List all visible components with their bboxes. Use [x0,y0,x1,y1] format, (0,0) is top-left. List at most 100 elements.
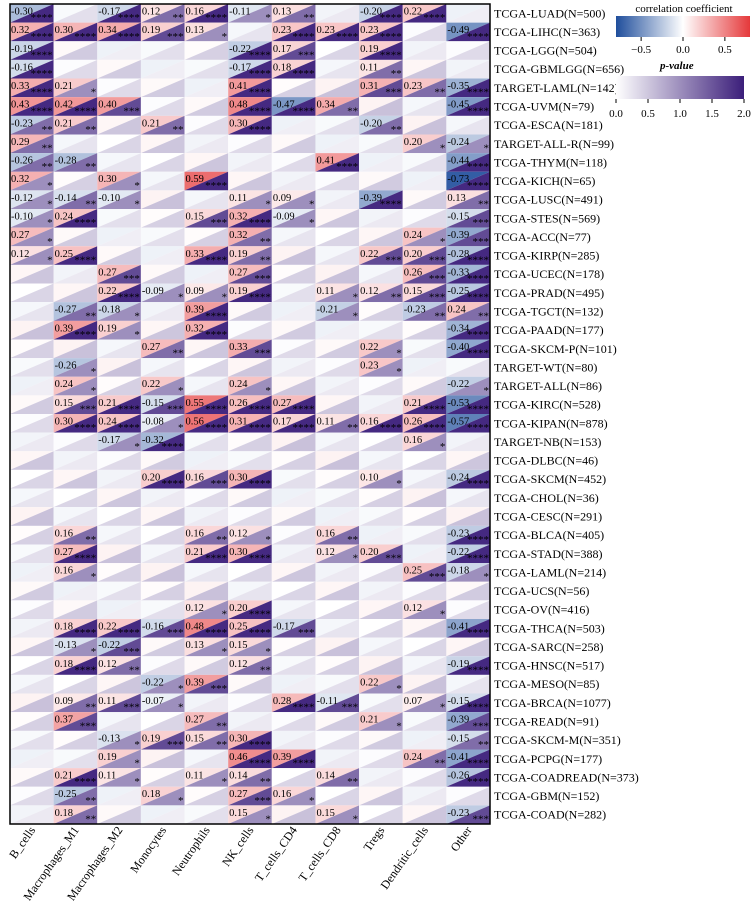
coef-label: 0.39 [55,323,73,334]
pvalue-triangle [184,264,229,284]
pvalue-triangle [271,469,316,489]
pvalue-triangle [140,115,185,135]
corr-triangle [184,209,229,228]
significance-label: **** [467,776,489,788]
significance-label: ** [434,87,445,99]
significance-label: **** [249,292,271,304]
corr-triangle [184,786,229,806]
row-label: TCGA-OV(N=416) [494,603,589,617]
corr-triangle [271,395,316,414]
significance-label: ** [347,105,358,117]
corr-triangle [140,525,185,545]
pvalue-triangle [446,115,490,135]
pvalue-triangle [315,619,360,638]
coef-label: -0.34 [447,323,470,334]
pvalue-triangle [446,246,490,265]
pvalue-triangle [140,507,185,526]
significance-label: **** [380,49,402,61]
corr-triangle [140,153,185,172]
coef-label: -0.21 [316,305,338,316]
significance-label: ** [85,534,96,546]
coef-label: 0.16 [360,417,378,428]
corr-triangle [402,358,447,377]
coef-label: 0.27 [142,342,160,353]
pvalue-triangle [228,674,272,694]
pvalue-triangle [228,320,272,340]
significance-label: ** [129,664,140,676]
row-label: TARGET-ALL-R(N=99) [494,137,614,151]
pvalue-triangle [228,59,272,79]
corr-triangle [359,59,403,79]
coef-label: -0.19 [447,659,469,670]
pvalue-triangle [271,320,316,340]
pvalue-triangle [228,619,272,638]
corr-triangle [53,712,98,731]
pvalue-triangle [271,768,316,787]
pvalue-triangle [140,656,185,675]
significance-label: * [265,12,271,24]
coef-label: 0.16 [186,472,204,483]
coef-label: 0.16 [186,7,204,18]
pvalue-triangle [10,227,54,247]
pvalue-triangle [446,376,490,396]
corr-triangle [271,320,316,340]
significance-label: **** [249,68,271,80]
coef-label: 0.12 [142,7,160,18]
corr-triangle [402,414,447,433]
pvalue-triangle [53,302,98,321]
corr-triangle [184,507,229,526]
corr-triangle [315,153,360,172]
coef-label: -0.17 [98,7,120,18]
significance-label: **** [380,31,402,43]
corr-triangle [271,115,316,135]
coef-label: -0.22 [447,379,469,390]
pvalue-triangle [359,41,403,60]
corr-triangle [446,209,490,228]
significance-label: *** [342,702,359,714]
corr-triangle [140,209,185,228]
pvalue-triangle [446,134,490,154]
pvalue-triangle [402,730,447,750]
pvalue-triangle [359,97,403,116]
pvalue-triangle [184,600,229,619]
significance-label: **** [31,87,53,99]
corr-triangle [271,563,316,582]
corr-triangle [97,171,141,191]
pvalue-triangle [446,41,490,60]
coef-label: -0.23 [404,305,426,316]
corr-triangle [271,749,316,769]
coef-label: 0.32 [186,323,204,334]
coef-label: 0.30 [229,733,247,744]
corr-triangle [271,525,316,545]
row-label: TCGA-COADREAD(N=373) [494,770,639,784]
pvalue-triangle [10,674,54,694]
pvalue-triangle [315,469,360,489]
pvalue-triangle [53,432,98,452]
pvalue-triangle [446,730,490,750]
corr-triangle [140,637,185,657]
corr-triangle [53,749,98,769]
significance-label: **** [249,105,271,117]
significance-label: **** [467,329,489,341]
corr-triangle [53,115,98,135]
coef-label: 0.39 [186,305,204,316]
significance-label: **** [74,329,96,341]
corr-triangle [140,395,185,414]
corr-triangle [140,134,185,154]
coef-label: 0.13 [186,25,204,36]
pvalue-triangle [446,525,490,545]
corr-triangle [184,768,229,787]
pvalue-triangle [315,115,360,135]
coef-label: 0.56 [186,417,204,428]
corr-triangle [359,41,403,60]
pvalue-triangle [10,171,54,191]
coef-label: 0.33 [11,81,29,92]
pvalue-triangle [228,749,272,769]
pvalue-triangle [140,209,185,228]
legend-corr-title: correlation coefficient [635,3,732,15]
corr-triangle [315,134,360,154]
pvalue-triangle [228,134,272,154]
column-label: Monocytes [127,823,169,875]
pvalue-triangle [402,805,447,824]
significance-label: **** [118,12,140,24]
